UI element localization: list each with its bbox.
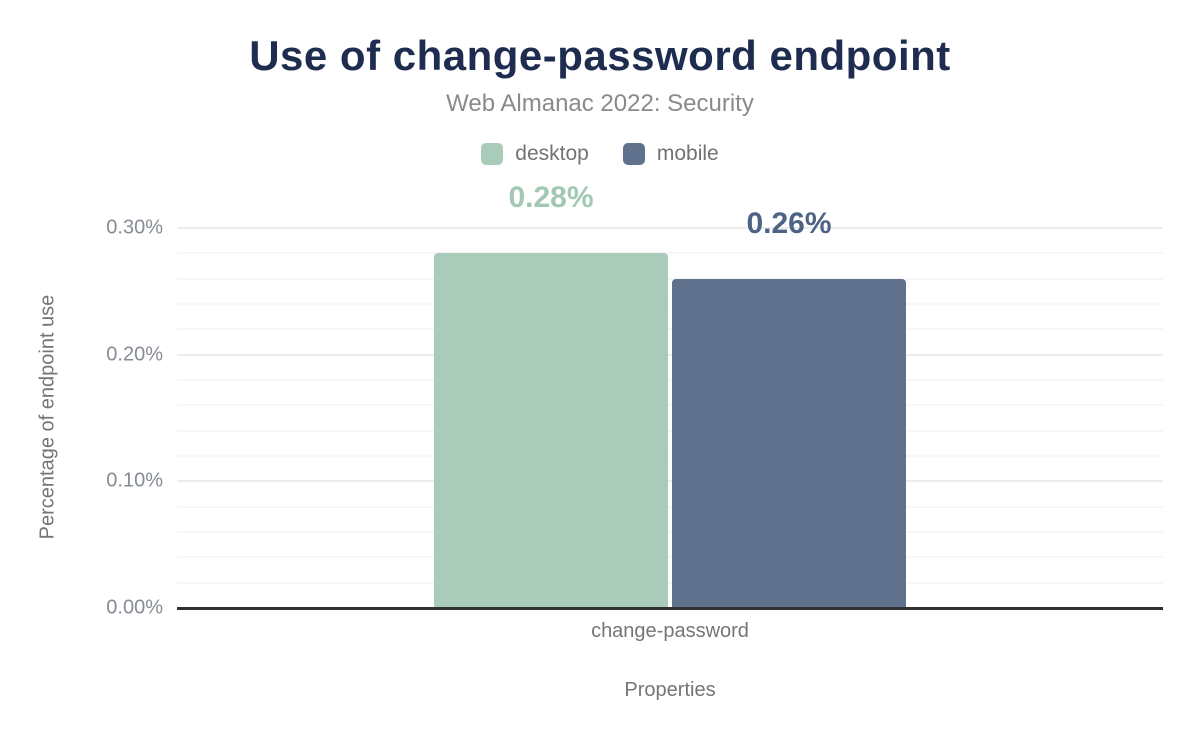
y-tick-label: 0.20% xyxy=(106,343,163,366)
gridline-minor xyxy=(177,429,1163,432)
y-tick-label: 0.00% xyxy=(106,596,163,619)
chart-title: Use of change-password endpoint xyxy=(249,32,951,79)
gridline-major xyxy=(177,480,1163,483)
bar-value-label-mobile: 0.26% xyxy=(746,206,832,240)
gridline-minor xyxy=(177,556,1163,559)
x-axis-title: Properties xyxy=(624,679,716,701)
plot-area: 0.28% 0.26% xyxy=(177,181,1163,608)
y-tick-label: 0.10% xyxy=(106,469,163,492)
gridline-minor xyxy=(177,303,1163,305)
bar-mobile[interactable] xyxy=(672,278,906,608)
legend-label-mobile: mobile xyxy=(656,142,719,165)
y-tick-label: 0.30% xyxy=(106,216,163,239)
chart-subtitle: Web Almanac 2022: Security xyxy=(446,90,754,117)
legend-label-desktop: desktop xyxy=(515,142,589,165)
gridline-major xyxy=(177,227,1163,229)
legend-item-mobile[interactable]: mobile xyxy=(622,142,719,166)
gridline-minor xyxy=(177,581,1163,584)
gridline-minor xyxy=(177,379,1163,381)
legend-item-desktop[interactable]: desktop xyxy=(481,142,589,166)
desktop-swatch-icon xyxy=(481,143,504,165)
bar-desktop[interactable] xyxy=(434,253,668,608)
gridline-minor xyxy=(177,404,1163,407)
gridline-minor xyxy=(177,505,1163,508)
mobile-swatch-icon xyxy=(622,143,645,165)
gridline-minor xyxy=(177,252,1163,255)
bar-value-label-desktop: 0.28% xyxy=(508,181,594,215)
gridline-minor xyxy=(177,328,1163,331)
gridline-minor xyxy=(177,277,1163,280)
gridline-major xyxy=(177,353,1163,356)
gridline-minor xyxy=(177,455,1163,457)
x-axis-line xyxy=(177,607,1163,610)
x-tick-label: change-password xyxy=(591,620,749,642)
gridline-minor xyxy=(177,531,1163,533)
y-axis-title: Percentage of endpoint use xyxy=(36,294,59,540)
legend: desktop mobile xyxy=(0,142,1200,166)
